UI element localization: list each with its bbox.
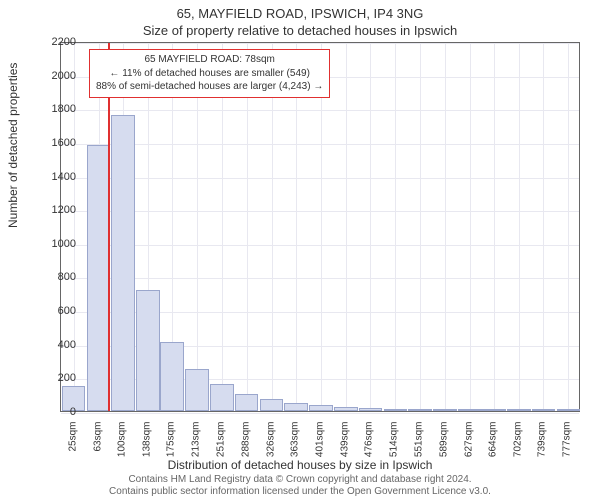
callout-line1: 65 MAYFIELD ROAD: 78sqm [96, 53, 323, 67]
x-tick-label: 251sqm [216, 422, 227, 472]
gridline-v [395, 43, 396, 411]
property-marker-line [108, 43, 110, 411]
y-tick-label: 1000 [36, 238, 76, 250]
x-tick-label: 401sqm [315, 422, 326, 472]
histogram-bar [235, 394, 259, 411]
x-tick-label: 25sqm [67, 422, 78, 472]
histogram-bar [458, 409, 482, 411]
x-tick-label: 739sqm [537, 422, 548, 472]
gridline-h [61, 144, 579, 145]
gridline-v [568, 43, 569, 411]
gridline-h [61, 178, 579, 179]
y-tick-label: 1600 [36, 137, 76, 149]
histogram-bar [359, 408, 383, 411]
x-tick-label: 702sqm [513, 422, 524, 472]
gridline-v [445, 43, 446, 411]
histogram-bar [482, 409, 506, 411]
gridline-v [74, 43, 75, 411]
plot-area: 65 MAYFIELD ROAD: 78sqm ← 11% of detache… [60, 42, 580, 412]
y-tick-label: 1200 [36, 204, 76, 216]
x-tick-label: 326sqm [265, 422, 276, 472]
y-tick-label: 1800 [36, 103, 76, 115]
gridline-v [494, 43, 495, 411]
histogram-bar [532, 409, 556, 411]
footer-attribution: Contains HM Land Registry data © Crown c… [0, 474, 600, 498]
histogram-bar [136, 290, 160, 411]
histogram-bar [384, 409, 408, 411]
gridline-v [321, 43, 322, 411]
x-tick-label: 551sqm [413, 422, 424, 472]
histogram-bar [87, 145, 111, 411]
x-tick-label: 777sqm [562, 422, 573, 472]
y-tick-label: 0 [36, 406, 76, 418]
x-tick-label: 175sqm [166, 422, 177, 472]
gridline-h [61, 245, 579, 246]
gridline-v [272, 43, 273, 411]
gridline-v [543, 43, 544, 411]
gridline-v [222, 43, 223, 411]
y-tick-label: 200 [36, 372, 76, 384]
footer-line1: Contains HM Land Registry data © Crown c… [0, 474, 600, 486]
callout-line2: ← 11% of detached houses are smaller (54… [96, 67, 323, 81]
gridline-v [296, 43, 297, 411]
gridline-v [346, 43, 347, 411]
x-tick-label: 363sqm [289, 422, 300, 472]
gridline-h [61, 110, 579, 111]
gridline-v [247, 43, 248, 411]
histogram-bar [111, 115, 135, 411]
x-tick-label: 514sqm [389, 422, 400, 472]
y-tick-label: 1400 [36, 171, 76, 183]
x-tick-label: 63sqm [92, 422, 103, 472]
gridline-v [197, 43, 198, 411]
x-tick-label: 100sqm [116, 422, 127, 472]
gridline-h [61, 278, 579, 279]
chart-title-line1: 65, MAYFIELD ROAD, IPSWICH, IP4 3NG [0, 0, 600, 21]
gridline-h [61, 211, 579, 212]
x-tick-label: 627sqm [463, 422, 474, 472]
marker-callout: 65 MAYFIELD ROAD: 78sqm ← 11% of detache… [89, 49, 330, 98]
histogram-bar [160, 342, 184, 411]
chart-container: 65, MAYFIELD ROAD, IPSWICH, IP4 3NG Size… [0, 0, 600, 500]
gridline-h [61, 413, 579, 414]
histogram-bar [185, 369, 209, 411]
callout-line3: 88% of semi-detached houses are larger (… [96, 80, 323, 94]
x-tick-label: 476sqm [364, 422, 375, 472]
x-tick-label: 288sqm [240, 422, 251, 472]
y-tick-label: 400 [36, 339, 76, 351]
x-tick-label: 664sqm [488, 422, 499, 472]
gridline-v [470, 43, 471, 411]
footer-line2: Contains public sector information licen… [0, 486, 600, 498]
gridline-v [519, 43, 520, 411]
y-axis-label: Number of detached properties [6, 63, 20, 228]
histogram-bar [309, 405, 333, 411]
histogram-bar [334, 407, 358, 411]
y-tick-label: 2000 [36, 70, 76, 82]
histogram-bar [260, 399, 284, 411]
chart-title-line2: Size of property relative to detached ho… [0, 21, 600, 38]
gridline-v [370, 43, 371, 411]
y-tick-label: 600 [36, 305, 76, 317]
histogram-bar [284, 403, 308, 411]
y-tick-label: 800 [36, 271, 76, 283]
histogram-bar [408, 409, 432, 411]
gridline-h [61, 43, 579, 44]
histogram-bar [210, 384, 234, 411]
histogram-bar [507, 409, 531, 411]
histogram-bar [557, 409, 581, 411]
x-tick-label: 589sqm [438, 422, 449, 472]
gridline-v [420, 43, 421, 411]
x-tick-label: 138sqm [141, 422, 152, 472]
x-tick-label: 213sqm [191, 422, 202, 472]
y-tick-label: 2200 [36, 36, 76, 48]
x-tick-label: 439sqm [340, 422, 351, 472]
histogram-bar [433, 409, 457, 411]
